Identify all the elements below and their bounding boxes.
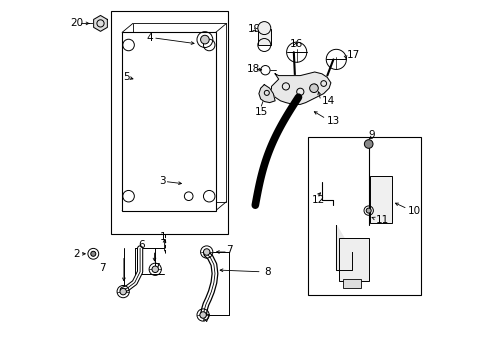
Polygon shape <box>271 72 330 104</box>
Text: 3: 3 <box>159 176 165 186</box>
Text: 11: 11 <box>375 215 388 225</box>
Text: 1: 1 <box>160 232 166 242</box>
Bar <box>343 279 361 288</box>
Text: 9: 9 <box>368 130 375 140</box>
Text: 17: 17 <box>346 50 359 60</box>
Bar <box>111 11 228 234</box>
Text: 12: 12 <box>311 195 325 205</box>
Circle shape <box>203 249 209 255</box>
Text: 8: 8 <box>264 267 270 277</box>
Text: 7: 7 <box>152 263 159 273</box>
Circle shape <box>152 266 158 273</box>
Text: 7: 7 <box>203 314 209 324</box>
Text: 7: 7 <box>99 263 105 273</box>
Bar <box>133 23 226 202</box>
Text: 15: 15 <box>255 107 268 117</box>
Circle shape <box>200 312 206 318</box>
Text: 5: 5 <box>122 72 129 82</box>
Bar <box>370 176 391 223</box>
Text: 18: 18 <box>246 64 260 74</box>
Circle shape <box>364 140 372 148</box>
Text: 14: 14 <box>321 96 334 106</box>
Circle shape <box>120 288 126 295</box>
Circle shape <box>366 208 370 213</box>
Bar <box>338 238 368 281</box>
Polygon shape <box>336 225 352 270</box>
Polygon shape <box>258 85 275 103</box>
Bar <box>122 32 215 211</box>
Circle shape <box>309 84 318 93</box>
Text: 6: 6 <box>139 240 145 250</box>
Circle shape <box>200 35 209 44</box>
Circle shape <box>257 22 270 35</box>
Text: 7: 7 <box>225 245 232 255</box>
Bar <box>307 137 420 295</box>
Text: 13: 13 <box>326 116 340 126</box>
Text: 16: 16 <box>289 39 302 49</box>
Text: 2: 2 <box>73 249 80 259</box>
Text: 4: 4 <box>146 33 153 43</box>
Text: 10: 10 <box>407 206 421 216</box>
Polygon shape <box>93 15 107 31</box>
Bar <box>257 29 270 45</box>
Text: 19: 19 <box>247 24 260 34</box>
Text: 20: 20 <box>70 18 83 28</box>
Circle shape <box>91 251 96 256</box>
